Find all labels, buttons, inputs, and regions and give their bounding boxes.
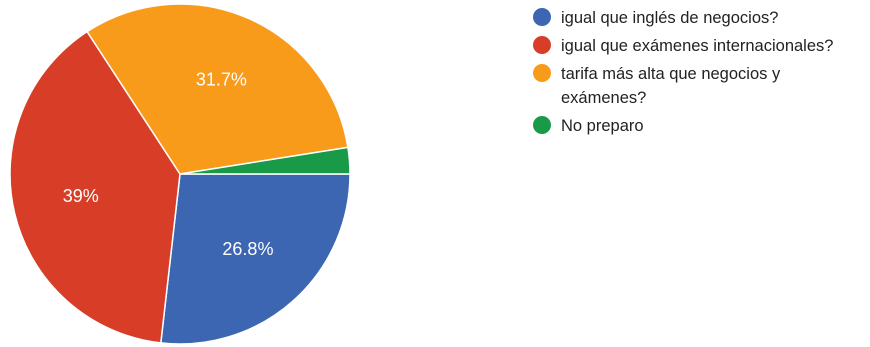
legend-swatch-icon — [533, 8, 551, 26]
pie-slices — [9, 3, 351, 345]
pie-slice-tarifa-mas-alta-que-negocios-y-examenes — [86, 3, 349, 175]
legend-label: igual que exámenes internacionales? — [561, 37, 834, 55]
pie-data-labels: 26.8% 39% 31.7% — [63, 70, 274, 259]
legend-swatch-icon — [533, 36, 551, 54]
legend-swatch-icon — [533, 116, 551, 134]
legend-item-no-preparo: No preparo — [533, 114, 869, 138]
pie-slice-no-preparo — [179, 146, 351, 175]
data-label-tarifa-mas-alta-que-negocios-y-examenes: 31.7% — [196, 70, 247, 90]
legend-label: tarifa más alta que negocios y exámenes? — [561, 65, 781, 107]
pie-slice-igual-que-ingles-de-negocios — [159, 173, 351, 345]
legend-item-igual-que-examenes-internacionales: igual que exámenes internacionales? — [533, 34, 869, 58]
pie-chart: 26.8% 39% 31.7% — [9, 3, 351, 345]
legend-item-tarifa-mas-alta-que-negocios-y-examenes: tarifa más alta que negocios y exámenes? — [533, 62, 869, 110]
chart-legend: igual que inglés de negocios? igual que e… — [533, 6, 869, 142]
legend-item-igual-que-ingles-de-negocios: igual que inglés de negocios? — [533, 6, 869, 30]
legend-label: igual que inglés de negocios? — [561, 9, 779, 27]
data-label-igual-que-ingles-de-negocios: 26.8% — [222, 239, 273, 259]
legend-swatch-icon — [533, 64, 551, 82]
data-label-igual-que-examenes-internacionales: 39% — [63, 186, 99, 206]
legend-label: No preparo — [561, 117, 644, 135]
